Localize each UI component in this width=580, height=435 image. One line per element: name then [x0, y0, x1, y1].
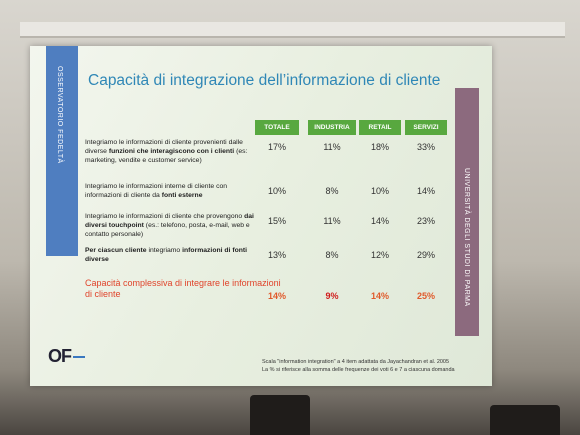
summary-value: 9% [325, 291, 339, 301]
cell-value: 29% [416, 250, 435, 260]
cell-value: 14% [416, 186, 435, 196]
row-label: Integriamo le informazioni di cliente ch… [85, 212, 260, 239]
label-part: dai diversi touchpoint [85, 213, 254, 229]
row-label: Integriamo le informazioni interne di cl… [85, 182, 260, 200]
cell-value: 10% [267, 186, 286, 196]
header-cell: TOTALE [255, 120, 299, 135]
label-part: informazioni di fonti diverse [85, 247, 248, 263]
cell-value: 12% [370, 250, 389, 260]
logo-text: OF [48, 346, 72, 366]
row-label: Per ciascun cliente integriamo informazi… [85, 246, 260, 264]
footnote-line: Scala "information integration" a 4 item… [262, 359, 450, 365]
label-part: Integriamo le informazioni di cliente ch… [85, 213, 245, 220]
label-part: integriamo [146, 247, 183, 254]
cell-value: 33% [416, 142, 435, 152]
cell-value: 8% [325, 250, 339, 260]
label-part: Per ciascun cliente [85, 247, 147, 254]
left-bar: OSSERVATORIO FEDELTÀ [46, 46, 78, 256]
sidebar-right: UNIVERSITÀ DEGLI STUDI DI PARMA [463, 168, 470, 307]
cell-value: 23% [416, 216, 435, 226]
sidebar-left: OSSERVATORIO FEDELTÀ [56, 66, 63, 164]
label-part: (es: marketing, vendite e customer servi… [85, 148, 248, 164]
cell-value: 13% [267, 250, 286, 260]
slide: OSSERVATORIO FEDELTÀ Capacità di integra… [30, 46, 492, 386]
footnote: Scala "information integration" a 4 item… [262, 358, 482, 374]
summary-value: 25% [416, 291, 435, 301]
summary-label: Capacità complessiva di integrare le inf… [85, 278, 281, 299]
cell-value: 11% [323, 216, 341, 226]
header-cell: RETAIL [359, 120, 401, 135]
summary-value: 14% [370, 291, 389, 301]
cell-value: 14% [370, 216, 389, 226]
logo: OF [48, 346, 85, 367]
cell-value: 17% [267, 142, 286, 152]
label-part: fonti esterne [161, 192, 203, 199]
summary-value: 14% [267, 291, 286, 301]
header-cell: SERVIZI [405, 120, 447, 135]
screen-bar [20, 22, 565, 38]
cell-value: 18% [370, 142, 389, 152]
chair [490, 405, 560, 435]
label-part: funzioni che interagiscono con i clienti [108, 148, 235, 155]
header-cell: INDUSTRIA [308, 120, 356, 135]
label-part: Integriamo le informazioni di cliente pr… [85, 139, 243, 155]
chair [250, 395, 310, 435]
cell-value: 8% [325, 186, 339, 196]
logo-line [73, 356, 85, 359]
title: Capacità di integrazione dell’informazio… [88, 72, 441, 89]
row-label: Integriamo le informazioni di cliente pr… [85, 138, 260, 165]
right-bar: UNIVERSITÀ DEGLI STUDI DI PARMA [455, 88, 479, 336]
cell-value: 10% [370, 186, 389, 196]
label-part: Integriamo le informazioni interne di cl… [85, 183, 228, 199]
cell-value: 11% [323, 142, 341, 152]
label-part: (es.: telefono, posta, e-mail, web e con… [85, 222, 250, 238]
footnote-line: La % si riferisce alla somma delle frequ… [262, 367, 455, 373]
cell-value: 15% [267, 216, 286, 226]
